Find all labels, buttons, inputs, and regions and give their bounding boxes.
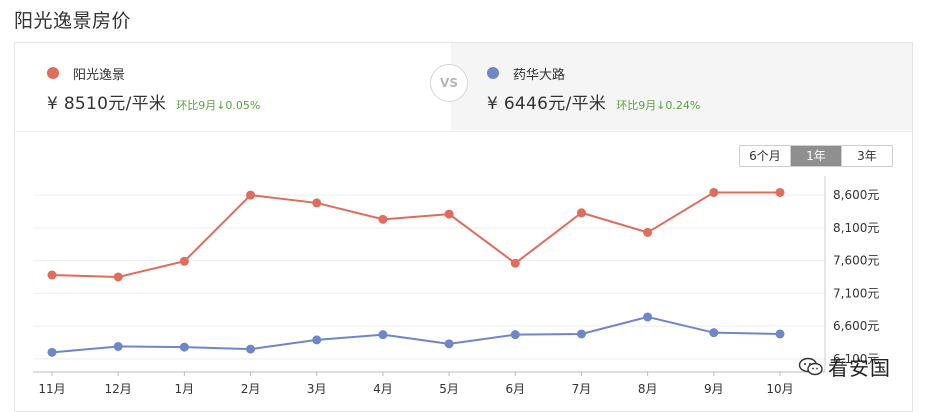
data-point xyxy=(510,330,520,340)
data-point xyxy=(709,328,719,338)
data-point xyxy=(47,270,57,280)
x-tick-label: 5月 xyxy=(439,382,459,396)
data-point xyxy=(312,335,322,345)
data-point xyxy=(709,187,719,197)
wechat-icon xyxy=(798,357,823,375)
data-point xyxy=(378,214,388,224)
series-dot-right xyxy=(487,67,499,79)
x-tick-label: 6月 xyxy=(505,382,525,396)
y-tick-label: 7,100元 xyxy=(833,286,879,300)
compare-bar: 阳光逸景 ¥ 8510元/平米 环比9月↓0.05% 药华大路 ¥ 6446元/… xyxy=(15,43,912,132)
range-tab-1-year[interactable]: 1年 xyxy=(790,146,841,166)
x-tick-label: 8月 xyxy=(638,382,658,396)
data-point xyxy=(312,198,322,208)
compare-left: 阳光逸景 ¥ 8510元/平米 环比9月↓0.05% xyxy=(15,43,451,130)
x-tick-label: 9月 xyxy=(704,382,724,396)
community-name-right: 药华大路 xyxy=(513,67,566,83)
data-point xyxy=(444,339,454,349)
x-tick-label: 10月 xyxy=(766,382,793,396)
data-point xyxy=(775,329,785,339)
x-tick-label: 1月 xyxy=(175,382,195,396)
y-tick-label: 8,600元 xyxy=(833,188,879,202)
x-tick-label: 7月 xyxy=(572,382,592,396)
data-point xyxy=(378,330,388,340)
change-right: 环比9月↓0.24% xyxy=(616,99,701,112)
data-point xyxy=(246,190,256,200)
price-panel: 阳光逸景 ¥ 8510元/平米 环比9月↓0.05% 药华大路 ¥ 6446元/… xyxy=(14,42,913,412)
range-tabs: 6个月 1年 3年 xyxy=(739,145,893,167)
watermark: 看安国 xyxy=(798,352,891,381)
data-point xyxy=(510,258,520,268)
data-point xyxy=(113,272,123,282)
data-point xyxy=(179,342,189,352)
series-line-2 xyxy=(51,315,781,354)
x-tick-label: 4月 xyxy=(373,382,393,396)
range-tab-3-years[interactable]: 3年 xyxy=(841,146,892,166)
vs-badge: VS xyxy=(430,64,468,102)
data-point xyxy=(179,256,189,266)
page-title: 阳光逸景房价 xyxy=(14,10,132,32)
data-point xyxy=(47,347,57,357)
watermark-text: 看安国 xyxy=(828,356,891,380)
data-point xyxy=(576,329,586,339)
series-line-1 xyxy=(51,191,780,278)
y-tick-label: 7,600元 xyxy=(833,254,879,268)
x-tick-label: 3月 xyxy=(307,382,327,396)
compare-right: 药华大路 ¥ 6446元/平米 环比9月↓0.24% xyxy=(451,43,912,130)
price-right: ¥ 6446元/平米 xyxy=(487,94,607,114)
community-name-left: 阳光逸景 xyxy=(73,67,126,83)
data-point xyxy=(643,312,653,322)
price-left: ¥ 8510元/平米 xyxy=(47,94,167,114)
x-tick-label: 11月 xyxy=(38,382,65,396)
series-dot-left xyxy=(47,67,59,79)
data-point xyxy=(444,209,454,219)
change-left: 环比9月↓0.05% xyxy=(176,99,261,112)
y-tick-label: 6,100元 xyxy=(833,352,879,366)
y-tick-label: 6,600元 xyxy=(833,319,879,333)
x-tick-label: 2月 xyxy=(241,382,261,396)
data-point xyxy=(113,341,123,351)
data-point xyxy=(775,187,785,197)
data-point xyxy=(643,227,653,237)
data-point xyxy=(576,208,586,218)
x-tick-label: 12月 xyxy=(105,382,132,396)
y-tick-label: 8,100元 xyxy=(833,221,879,235)
data-point xyxy=(246,344,256,354)
range-tab-6-months[interactable]: 6个月 xyxy=(740,146,790,166)
